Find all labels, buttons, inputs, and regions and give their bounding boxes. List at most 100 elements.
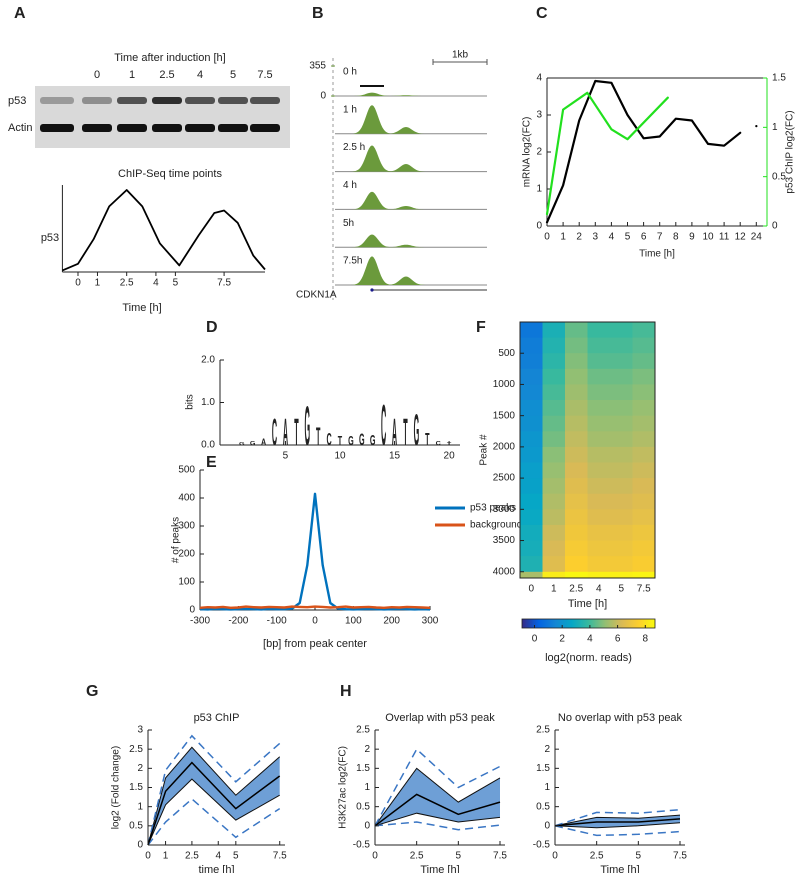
y-tick-label: 2.5 bbox=[536, 725, 550, 736]
x-tick-label: 7.5 bbox=[493, 851, 507, 862]
heat-cell bbox=[520, 431, 543, 448]
row-label: Actin bbox=[8, 122, 32, 134]
peak bbox=[385, 206, 427, 210]
x-tick-label: 2 bbox=[576, 232, 582, 243]
logo-letter: G bbox=[250, 441, 256, 447]
heat-cell bbox=[565, 415, 588, 432]
band bbox=[40, 124, 74, 132]
y-tick-label: 2 bbox=[544, 744, 550, 755]
heat-cell bbox=[587, 493, 611, 510]
logo-letter: A bbox=[392, 410, 397, 453]
band bbox=[152, 97, 182, 104]
series-line bbox=[545, 91, 669, 216]
heat-cell bbox=[565, 368, 588, 385]
y-tick-label: 1.5 bbox=[129, 782, 143, 793]
y-tick-label: 3000 bbox=[493, 504, 516, 515]
y-tick-label: 1.5 bbox=[772, 73, 786, 84]
heat-cell bbox=[542, 478, 566, 495]
heat-cell bbox=[610, 478, 633, 495]
x-tick-label: 4 bbox=[153, 278, 159, 289]
y-tick-label: -0.5 bbox=[533, 840, 551, 851]
panel-letter: E bbox=[206, 454, 217, 471]
x-tick-label: 0 bbox=[145, 851, 151, 862]
y-tick-label: 1 bbox=[536, 184, 542, 195]
y-tick-label: 400 bbox=[178, 493, 195, 504]
x-tick-label: 20 bbox=[444, 451, 456, 462]
x-axis-label: Time [h] bbox=[600, 864, 639, 873]
track-label: 7.5h bbox=[343, 256, 362, 267]
heat-cell bbox=[542, 556, 566, 573]
x-tick-label: 2.5 bbox=[569, 584, 583, 595]
heat-cell bbox=[610, 368, 633, 385]
y-tick-label: 0.5 bbox=[772, 171, 786, 182]
chart-title: No overlap with p53 peak bbox=[558, 712, 683, 724]
lane-label: 0 bbox=[94, 69, 100, 81]
y-tick-label: 3 bbox=[137, 725, 143, 736]
x-tick-label: 1 bbox=[560, 232, 566, 243]
track-label: 1 h bbox=[343, 104, 357, 115]
y-axis-label: Peak # bbox=[479, 434, 490, 466]
y-tick-label: 0.5 bbox=[129, 820, 143, 831]
x-axis-label: time [h] bbox=[198, 864, 234, 873]
heat-cell bbox=[565, 462, 588, 479]
mean-line bbox=[374, 793, 501, 827]
y-tick-label: 2.0 bbox=[201, 355, 215, 366]
y-tick-label: 2 bbox=[536, 147, 542, 158]
y-tick-label: 0 bbox=[364, 820, 370, 831]
heat-cell bbox=[542, 384, 566, 401]
y-axis-label: # of peaks bbox=[171, 517, 182, 563]
heat-cell bbox=[520, 322, 543, 338]
heat-cell bbox=[520, 540, 543, 557]
panel-letter: H bbox=[340, 683, 352, 700]
heat-cell bbox=[610, 353, 633, 370]
x-tick-label: 100 bbox=[345, 616, 362, 627]
heat-cell bbox=[610, 509, 633, 526]
region-bar bbox=[360, 85, 384, 87]
heat-cell bbox=[610, 337, 633, 354]
band bbox=[185, 97, 215, 104]
y-tick-label: 0 bbox=[320, 91, 326, 102]
y-axis-label: p53 bbox=[41, 232, 59, 244]
x-tick-label: 15 bbox=[389, 451, 401, 462]
x-tick-label: 1 bbox=[95, 278, 101, 289]
panel-letter: B bbox=[312, 5, 324, 22]
y-tick-label: 0 bbox=[189, 605, 195, 616]
heat-cell bbox=[565, 493, 588, 510]
heat-cell bbox=[520, 462, 543, 479]
y-axis-label: p53 ChIP log2(FC) bbox=[785, 110, 796, 193]
heat-cell bbox=[587, 478, 611, 495]
heat-cell bbox=[542, 431, 566, 448]
logo-letter: G bbox=[359, 431, 365, 449]
x-tick-label: 8 bbox=[673, 232, 679, 243]
x-tick-label: 5 bbox=[625, 232, 631, 243]
heat-cell bbox=[520, 400, 543, 416]
chart-title: Overlap with p53 peak bbox=[385, 712, 495, 724]
heat-cell bbox=[610, 431, 633, 448]
x-tick-label: 12 bbox=[735, 232, 747, 243]
heat-cell bbox=[565, 337, 588, 354]
x-tick-label: 0 bbox=[528, 584, 534, 595]
heat-cell bbox=[542, 353, 566, 370]
logo-letter: G bbox=[414, 405, 420, 455]
peak bbox=[385, 244, 427, 248]
band bbox=[185, 124, 215, 132]
heat-cell bbox=[520, 556, 543, 573]
heat-cell bbox=[542, 400, 566, 416]
peak bbox=[351, 191, 393, 210]
x-tick-label: 5 bbox=[173, 278, 179, 289]
y-tick-label: 0 bbox=[137, 840, 143, 851]
y-tick-label: 0.5 bbox=[536, 801, 550, 812]
band-edge bbox=[374, 812, 501, 827]
colorbar-tick-label: 4 bbox=[587, 634, 593, 645]
peak bbox=[351, 256, 393, 285]
x-tick-label: 10 bbox=[702, 232, 714, 243]
heat-cell bbox=[610, 322, 633, 338]
heat-cell bbox=[520, 337, 543, 354]
lane-label: 7.5 bbox=[257, 69, 272, 81]
x-tick-label: 5 bbox=[233, 851, 239, 862]
series-line bbox=[545, 79, 758, 224]
gene-label: CDKN1A bbox=[296, 290, 337, 301]
x-tick-label: 200 bbox=[383, 616, 400, 627]
x-tick-label: 2.5 bbox=[590, 851, 604, 862]
